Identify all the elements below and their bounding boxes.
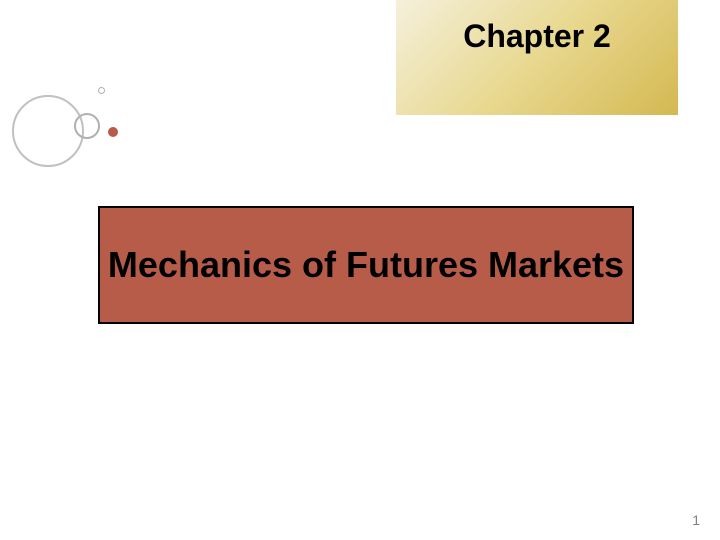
chapter-box: Chapter 2 [396,0,678,115]
page-number: 1 [692,512,700,528]
slide-title: Mechanics of Futures Markets [108,242,624,289]
circle-decoration-tiny [98,87,105,94]
circle-decoration-large [12,95,84,167]
circle-decoration-medium [74,113,100,139]
title-box: Mechanics of Futures Markets [98,206,634,324]
circle-decoration-filled [108,127,118,137]
chapter-label: Chapter 2 [463,18,611,55]
